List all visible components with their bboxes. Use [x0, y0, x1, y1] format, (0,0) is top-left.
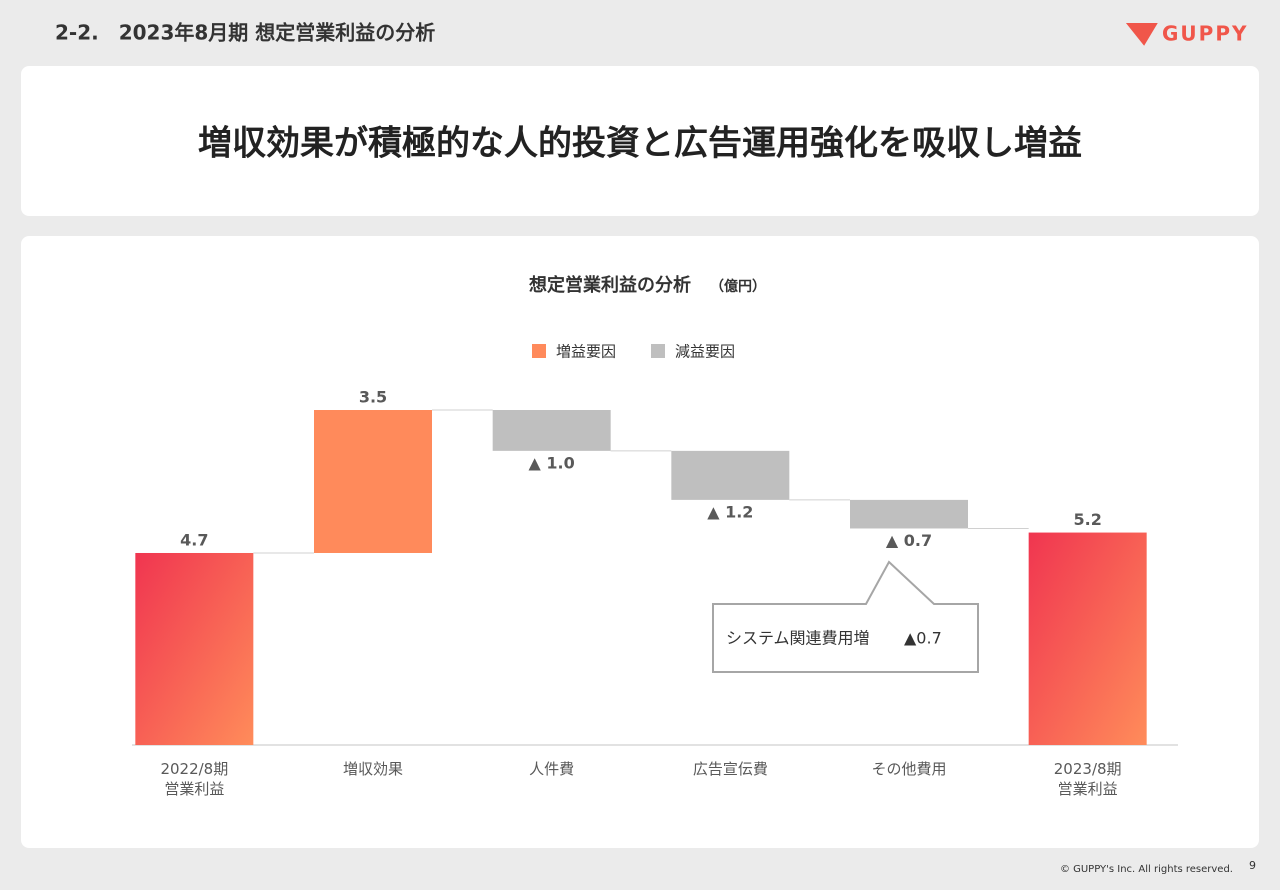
value-label: 3.5 [359, 388, 387, 407]
bar [850, 499, 968, 529]
annotation-box [712, 560, 979, 673]
page-number: 9 [1249, 859, 1256, 872]
bar [671, 450, 790, 500]
chart-title: 想定営業利益の分析 [529, 274, 691, 296]
value-label: 5.2 [1073, 510, 1101, 529]
x-tick-label: 人件費 [529, 760, 574, 778]
headline: 増収効果が積極的な人的投資と広告運用強化を吸収し増益 [198, 124, 1082, 164]
value-label: 4.7 [180, 530, 208, 549]
x-tick-label: 広告宣伝費 [693, 760, 768, 778]
legend-label: 増益要因 [556, 343, 616, 361]
copyright: © GUPPY's Inc. All rights reserved. [1060, 864, 1233, 875]
annotation-value: ▲0.7 [904, 629, 942, 648]
value-label: ▲ 1.2 [707, 502, 753, 521]
logo-text: GUPPY [1162, 22, 1248, 46]
header-title: 2-2. 2023年8月期 想定営業利益の分析 [55, 21, 435, 45]
bar [135, 552, 254, 745]
x-tick-label: 2023/8期営業利益 [1054, 760, 1122, 798]
legend-label: 減益要因 [675, 343, 735, 361]
logo-icon [1125, 23, 1158, 46]
bar [314, 410, 432, 553]
value-label: ▲ 0.7 [886, 531, 932, 550]
chart-unit: （億円） [710, 278, 766, 295]
legend-swatch [532, 344, 546, 358]
legend-swatch [651, 344, 665, 358]
x-tick-label: 増収効果 [343, 760, 403, 778]
value-label: ▲ 1.0 [529, 453, 575, 472]
headline-card [21, 66, 1259, 216]
x-tick-label: その他費用 [871, 760, 946, 778]
chart-card [21, 236, 1259, 848]
bar [492, 410, 611, 451]
bar [1028, 532, 1147, 745]
annotation-text: システム関連費用増 [726, 629, 870, 648]
x-tick-label: 2022/8期営業利益 [160, 760, 228, 798]
